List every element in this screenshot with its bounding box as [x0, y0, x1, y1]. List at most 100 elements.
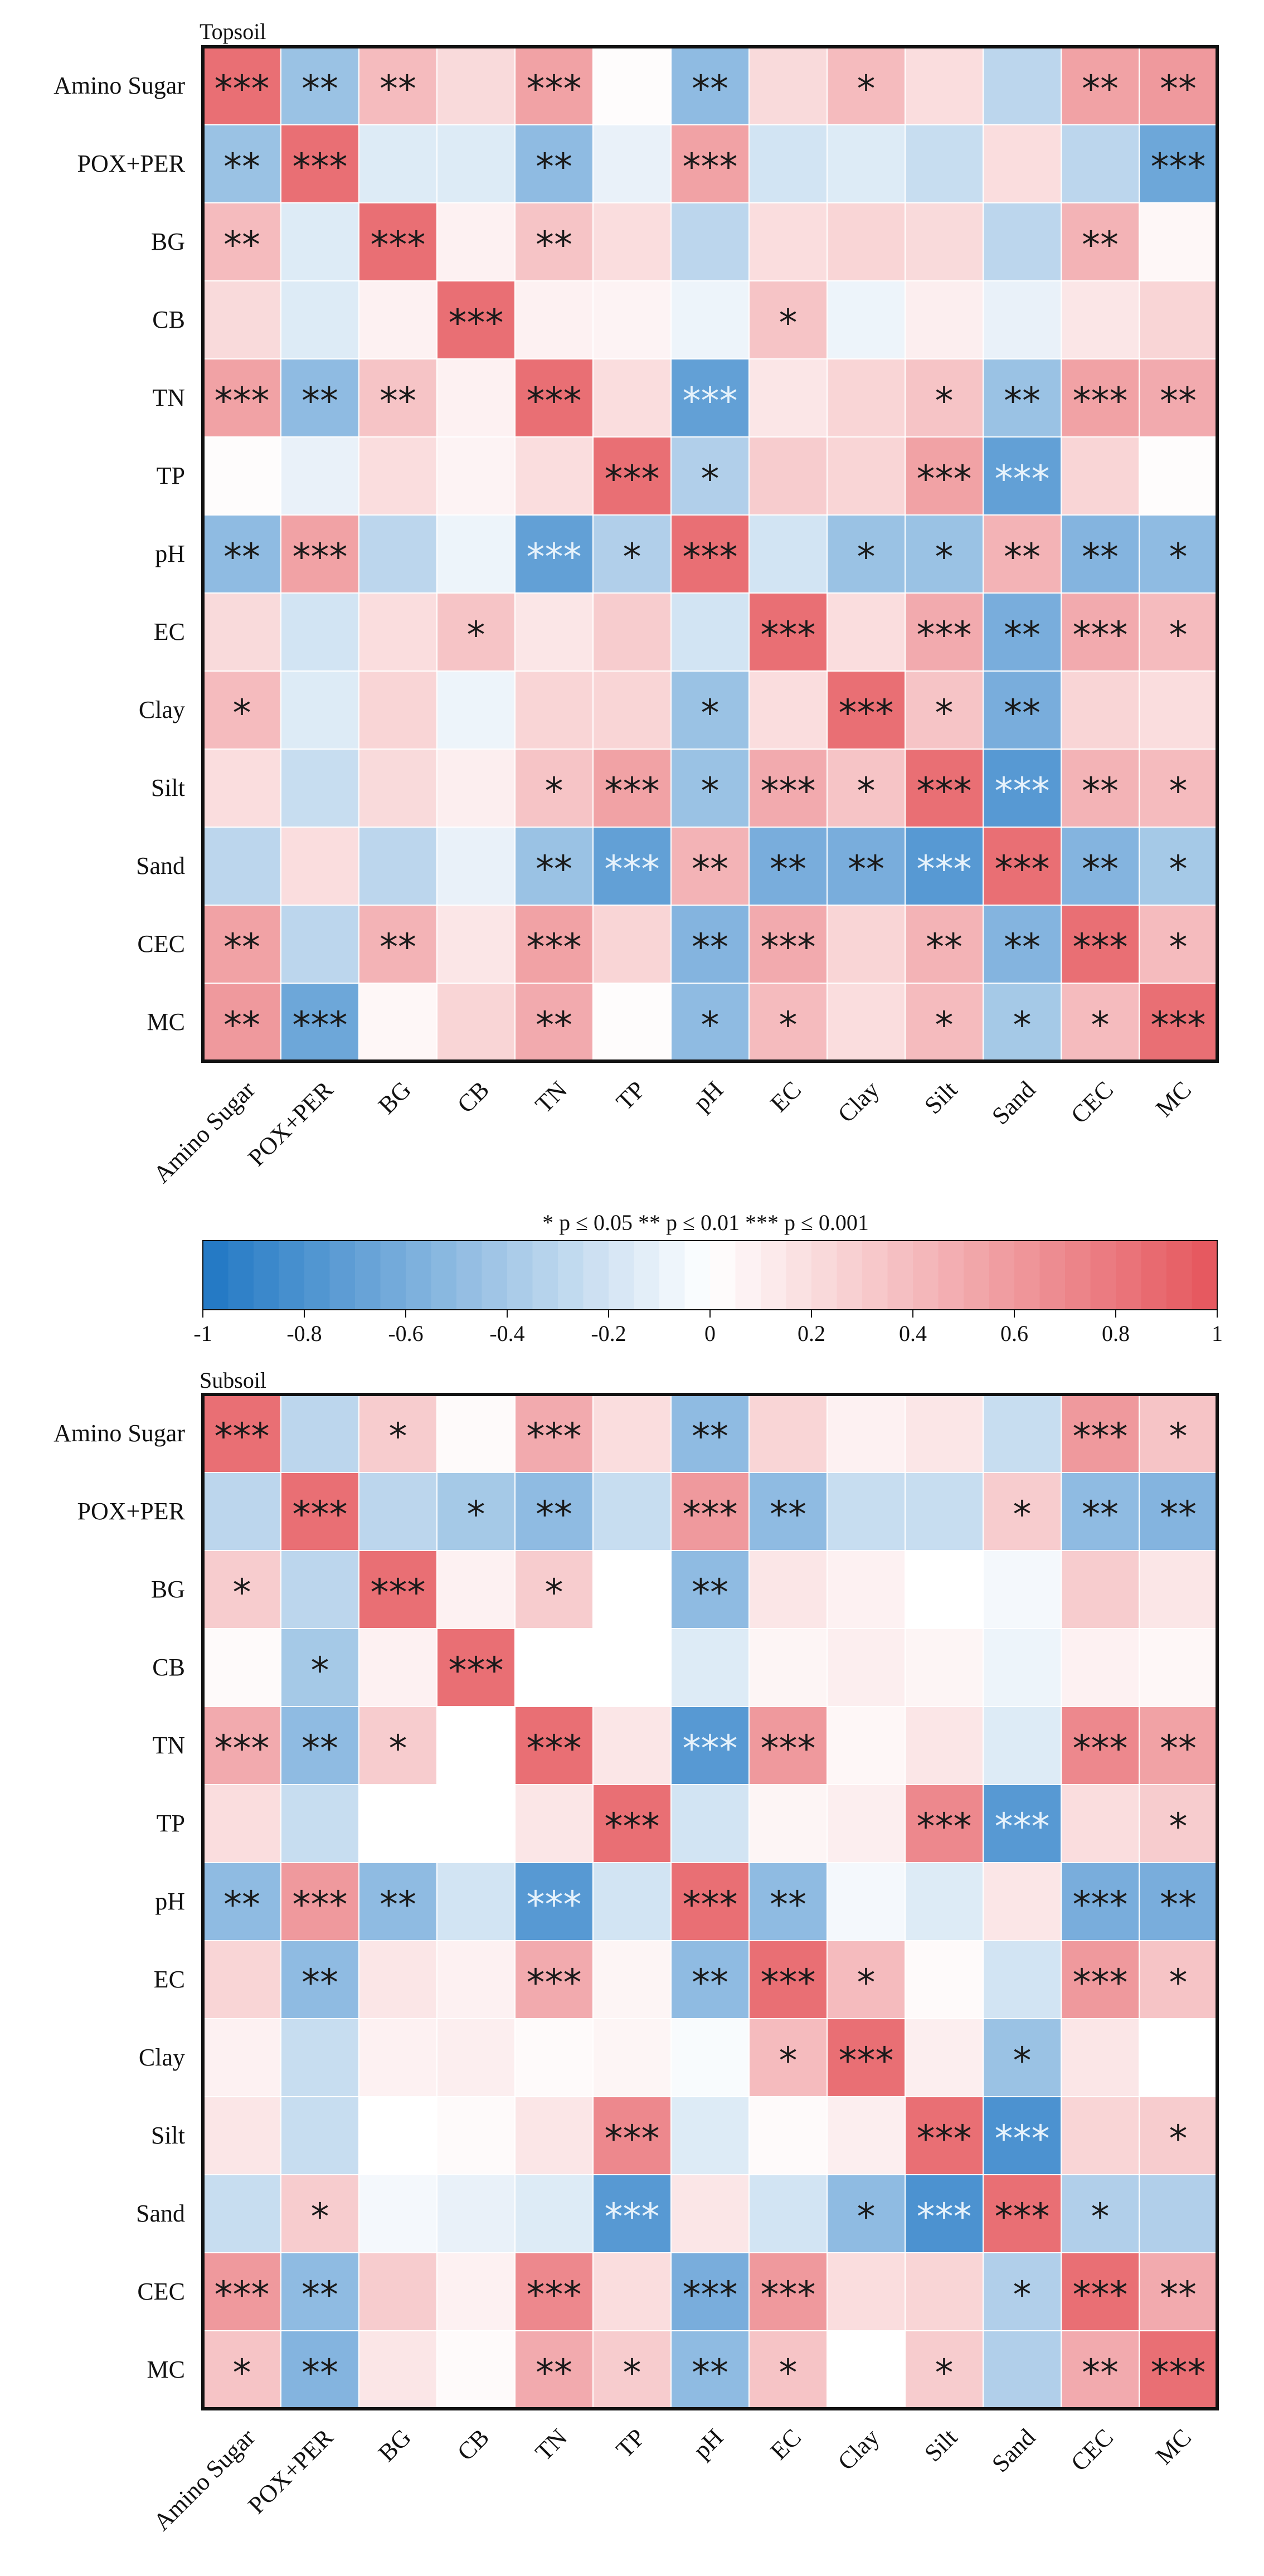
heatmap-cell: [670, 124, 750, 203]
significance-mark: **: [223, 926, 260, 969]
heatmap-cell: [514, 202, 594, 281]
heatmap-cell: [280, 1940, 359, 2019]
heatmap-cell: [670, 1940, 750, 2019]
significance-mark: ***: [1151, 2351, 1206, 2394]
heatmap-cell: [436, 2174, 516, 2253]
heatmap-cell: [280, 1628, 359, 1707]
heatmap-cell: [905, 1784, 984, 1863]
significance-mark: ***: [995, 2195, 1050, 2238]
heatmap-cell: [827, 827, 906, 906]
colorbar-segment: [761, 1241, 787, 1310]
colorbar-segment: [989, 1241, 1015, 1310]
heatmap-cell: [358, 749, 437, 828]
heatmap-cell: [670, 983, 750, 1062]
significance-mark: *: [857, 770, 876, 813]
colorbar-segment: [1065, 1241, 1091, 1310]
significance-mark: ***: [917, 2195, 972, 2238]
heatmap-cell: [748, 983, 828, 1062]
heatmap-cell: [983, 2096, 1062, 2175]
significance-mark: ***: [449, 1649, 504, 1692]
heatmap-cell: [905, 905, 984, 984]
colorbar-segment: [1192, 1241, 1218, 1310]
heatmap-cell: [1139, 1862, 1218, 1941]
heatmap-cell: [983, 1862, 1062, 1941]
heatmap-cell: [358, 905, 437, 984]
heatmap-cell: [748, 514, 828, 594]
significance-mark: **: [1082, 1493, 1119, 1536]
significance-mark: ***: [917, 770, 972, 813]
colorbar-segment: [1039, 1241, 1066, 1310]
heatmap-cell: [1061, 1394, 1140, 1473]
significance-mark: *: [857, 536, 876, 579]
heatmap-cell: [592, 280, 672, 359]
heatmap-cell: [670, 2174, 750, 2253]
colorbar-tick-label: 0: [704, 1321, 716, 1346]
significance-mark: ***: [605, 770, 660, 813]
significance-mark: **: [1082, 848, 1119, 891]
heatmap-cell: [358, 1940, 437, 2019]
heatmap-cell: [670, 514, 750, 594]
heatmap-cell: [358, 280, 437, 359]
significance-mark: ***: [215, 67, 270, 110]
significance-mark: **: [1082, 536, 1119, 579]
heatmap-cell: [905, 202, 984, 281]
heatmap-cell: [202, 1784, 281, 1863]
significance-mark: **: [536, 2351, 572, 2394]
column-label: Silt: [919, 2423, 962, 2467]
heatmap-cell: [905, 1472, 984, 1551]
row-label: EC: [154, 1966, 185, 1993]
heatmap-cell: [436, 202, 516, 281]
significance-mark: **: [770, 848, 806, 891]
heatmap-cell: [748, 827, 828, 906]
heatmap-cell: [670, 2252, 750, 2331]
significance-mark: **: [1082, 2351, 1119, 2394]
significance-mark: ***: [293, 536, 348, 579]
significance-mark: **: [1004, 692, 1041, 735]
heatmap-cell: [1061, 1940, 1140, 2019]
significance-mark: ***: [917, 458, 972, 500]
heatmap-cell: [436, 2252, 516, 2331]
heatmap-cell: [905, 749, 984, 828]
colorbar-segment: [304, 1241, 330, 1310]
subsoil-title: Subsoil: [200, 1368, 266, 1393]
heatmap-cell: [827, 358, 906, 438]
heatmap-cell: [827, 1862, 906, 1941]
heatmap-cell: [358, 358, 437, 438]
colorbar-segment: [329, 1241, 356, 1310]
significance-mark: ***: [1151, 145, 1206, 188]
colorbar-segment: [1116, 1241, 1142, 1310]
heatmap-cell: [592, 983, 672, 1062]
heatmap-cell: [748, 2330, 828, 2409]
significance-mark: ***: [995, 770, 1050, 813]
heatmap-cell: [358, 1394, 437, 1473]
heatmap-cell: [1139, 592, 1218, 672]
heatmap-cell: [514, 1706, 594, 1785]
heatmap-cell: [983, 202, 1062, 281]
column-label: EC: [765, 1076, 806, 1117]
colorbar-segment: [254, 1241, 280, 1310]
significance-mark: **: [380, 67, 416, 110]
heatmap-cell: [1139, 2174, 1218, 2253]
significance-mark: ***: [761, 1961, 816, 2004]
significance-mark: ***: [293, 145, 348, 188]
heatmap-cell: [905, 436, 984, 516]
colorbar-segment: [406, 1241, 432, 1310]
heatmap-cell: [436, 1940, 516, 2019]
heatmap-cell: [202, 1940, 281, 2019]
heatmap-cell: [436, 983, 516, 1062]
colorbar-segment: [938, 1241, 964, 1310]
heatmap-cell: [280, 2018, 359, 2097]
heatmap-cell: [1061, 2018, 1140, 2097]
column-label: TN: [530, 1076, 572, 1118]
heatmap-cell: [670, 592, 750, 672]
colorbar-segment: [228, 1241, 254, 1310]
heatmap-cell: [280, 1706, 359, 1785]
heatmap-cell: [983, 2174, 1062, 2253]
heatmap-cell: [202, 1628, 281, 1707]
heatmap-cell: [514, 514, 594, 594]
heatmap-cell: [280, 436, 359, 516]
significance-mark: **: [223, 1883, 260, 1926]
heatmap-cell: [748, 1706, 828, 1785]
heatmap-cell: [905, 514, 984, 594]
heatmap-cell: [983, 46, 1062, 125]
